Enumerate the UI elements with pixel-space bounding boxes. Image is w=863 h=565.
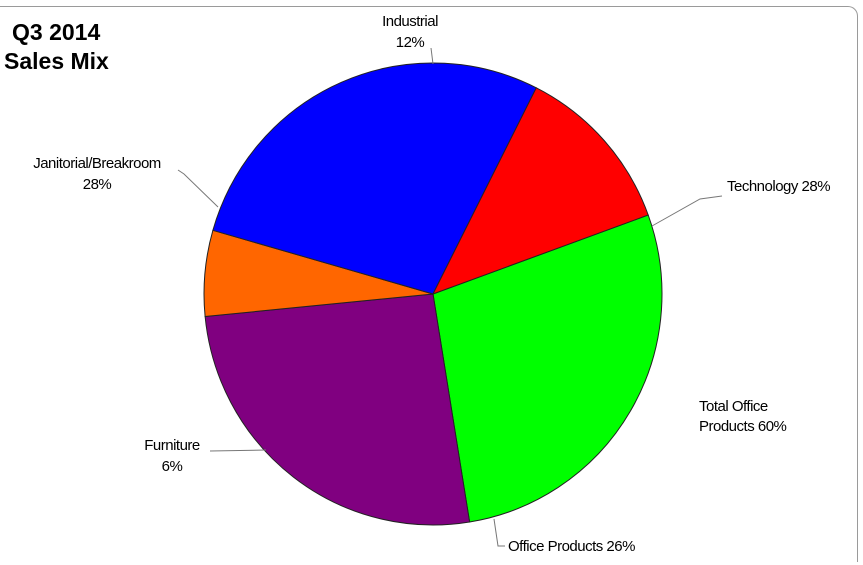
chart-title: Q3 2014 Sales Mix xyxy=(4,18,109,76)
pie-slice-industrial xyxy=(431,87,649,295)
pie-slice-janitorial-breakroom xyxy=(212,62,537,295)
note-line1: Total Office xyxy=(699,398,768,415)
note-line2: Products 60% xyxy=(699,418,787,435)
slice-label-technology: Technology 28% xyxy=(727,178,830,195)
total-office-products-note: Total Office Products 60% xyxy=(699,397,787,437)
chart-title-line2: Sales Mix xyxy=(4,48,109,74)
pie-slice-technology xyxy=(432,214,663,523)
leader-line-industrial xyxy=(430,47,434,65)
slice-label-furniture: Furniture 6% xyxy=(144,437,200,475)
leader-line-office-products xyxy=(493,518,505,547)
chart-frame xyxy=(0,6,858,562)
slice-label-industrial: Industrial 12% xyxy=(382,13,438,51)
leader-line-furniture xyxy=(209,449,267,452)
leader-line-technology xyxy=(651,195,723,227)
pie-slice-office-products xyxy=(204,293,471,526)
chart-title-line1: Q3 2014 xyxy=(12,19,101,45)
slice-label-janitorial-breakroom: Janitorial/Breakroom 28% xyxy=(33,155,161,193)
slice-label-office-products: Office Products 26% xyxy=(508,538,635,555)
leader-line-janitorial-breakroom xyxy=(177,169,219,208)
